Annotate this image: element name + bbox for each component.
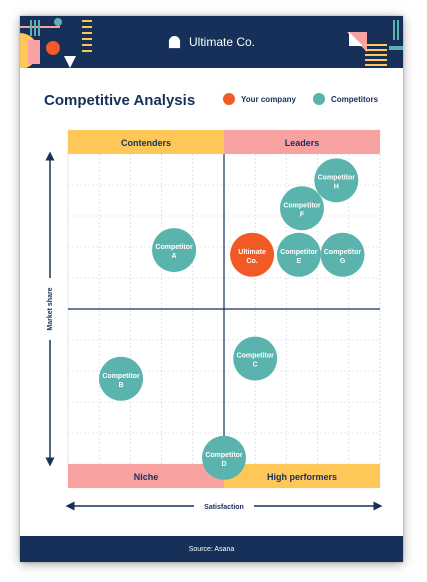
y-axis-label: Market share bbox=[47, 287, 54, 330]
bubble-layer: Competitor H Competitor F Competitor A Ultimat… bbox=[99, 158, 365, 480]
bubble-competitor-b: Competitor B bbox=[99, 356, 144, 401]
bubble-competitor-c: Competitor C bbox=[233, 336, 278, 381]
quadrant-label-contenders: Contenders bbox=[121, 138, 171, 148]
bubble-label-line2: E bbox=[297, 258, 302, 265]
bubble-circle bbox=[99, 356, 144, 401]
bubble-label-line1: Competitor bbox=[155, 244, 193, 251]
footer-bar: Source: Asana bbox=[20, 536, 403, 562]
quadrant-header-contenders bbox=[68, 130, 224, 154]
quadrant-label-niche: Niche bbox=[134, 472, 159, 482]
legend-company-label: Your company bbox=[241, 94, 296, 104]
brand-name: Ultimate Co. bbox=[188, 35, 256, 49]
quadrant-label-leaders: Leaders bbox=[285, 138, 320, 148]
brand-logo-icon bbox=[168, 35, 181, 48]
header-bar: Ultimate Co. bbox=[20, 16, 403, 68]
bubble-circle bbox=[230, 232, 275, 277]
bubble-ultimate-co: Ultimate Co. bbox=[230, 232, 275, 277]
quadrant-chart: Contenders Leaders Niche High performers… bbox=[42, 129, 383, 512]
bubble-circle bbox=[202, 435, 246, 480]
legend-your-company: Your company bbox=[223, 93, 296, 105]
bubble-label-line2: A bbox=[172, 253, 177, 260]
bubble-label-line1: Competitor bbox=[237, 353, 275, 360]
bubble-circle bbox=[233, 336, 278, 381]
teal-dot-icon bbox=[313, 93, 325, 105]
bubble-circle bbox=[280, 186, 324, 231]
bubble-competitor-f: Competitor F bbox=[280, 186, 324, 231]
bubble-label-line2: C bbox=[253, 362, 258, 369]
bubble-label-line2: B bbox=[119, 382, 124, 389]
bubble-label-line1: Competitor bbox=[102, 373, 140, 380]
bubble-competitor-d: Competitor D bbox=[202, 435, 246, 480]
orange-dot-icon bbox=[223, 93, 235, 105]
bubble-competitor-h: Competitor H bbox=[314, 158, 359, 203]
bubble-label-line1: Competitor bbox=[280, 249, 318, 256]
bubble-label-line1: Ultimate bbox=[238, 249, 266, 256]
bubble-label-line1: Competitor bbox=[318, 174, 356, 181]
bubble-label-line2: G bbox=[340, 258, 346, 265]
bubble-competitor-e: Competitor E bbox=[276, 232, 321, 277]
bubble-label-line1: Competitor bbox=[283, 202, 321, 209]
bubble-competitor-a: Competitor A bbox=[152, 228, 197, 273]
bubble-label-line2: F bbox=[300, 211, 305, 218]
bubble-label-line2: H bbox=[334, 183, 339, 190]
header-decoration-left bbox=[20, 18, 92, 68]
legend-competitors: Competitors bbox=[313, 93, 378, 105]
legend-competitor-label: Competitors bbox=[331, 94, 379, 104]
quadrant-header-leaders bbox=[224, 130, 380, 154]
bubble-label-line2: Co. bbox=[246, 258, 257, 265]
bubble-label-line1: Competitor bbox=[324, 249, 362, 256]
source-note: Source: Asana bbox=[188, 545, 235, 553]
bubble-circle bbox=[152, 228, 197, 273]
bubble-circle bbox=[276, 232, 321, 277]
page-title: Competitive Analysis bbox=[44, 92, 196, 109]
bubble-circle bbox=[314, 158, 359, 203]
bubble-label-line1: Competitor bbox=[205, 452, 243, 459]
quadrant-label-high-performers: High performers bbox=[267, 472, 337, 482]
bubble-label-line2: D bbox=[221, 461, 226, 468]
quadrant-footer-niche bbox=[68, 464, 224, 488]
header-decoration-right bbox=[347, 20, 403, 66]
bubble-competitor-g: Competitor G bbox=[320, 232, 365, 277]
competitive-analysis-card: Ultimate Co. Competitive Analysis Your c… bbox=[20, 16, 403, 562]
bubble-circle bbox=[320, 232, 365, 277]
quadrant-footer-high-performers bbox=[224, 464, 380, 488]
x-axis-label: Satisfaction bbox=[204, 504, 244, 511]
